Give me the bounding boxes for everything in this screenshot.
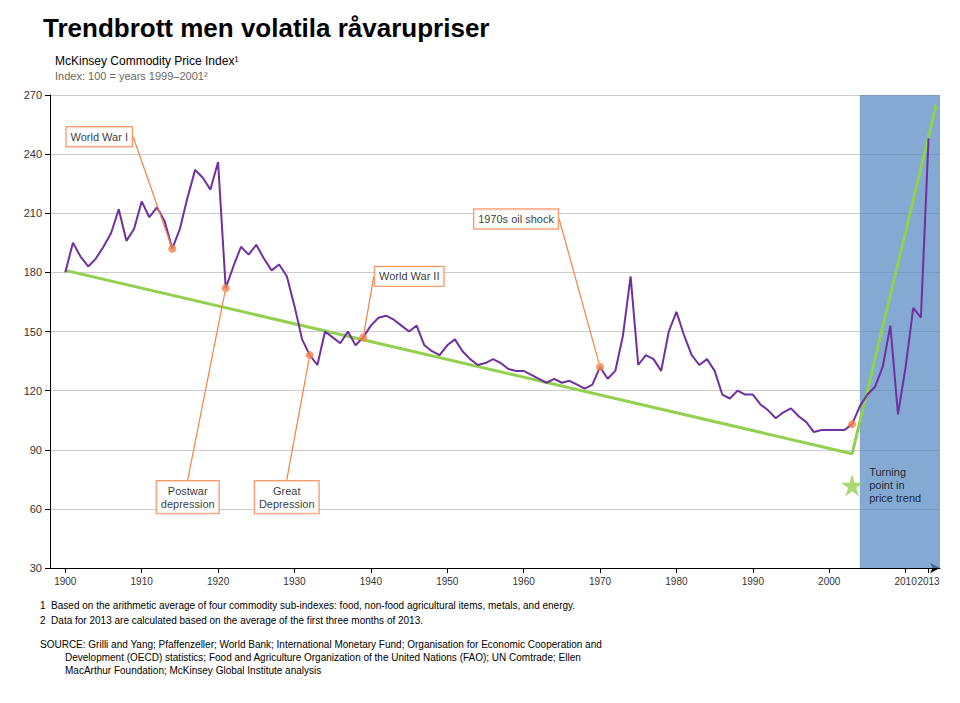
svg-text:price trend: price trend [869, 492, 921, 504]
svg-text:Trendbrott men volatila råvaru: Trendbrott men volatila råvarupriser [43, 13, 489, 43]
svg-text:Postwar: Postwar [168, 485, 208, 497]
svg-text:World War I: World War I [71, 131, 128, 143]
svg-text:120: 120 [24, 385, 42, 397]
svg-text:McKinsey Commodity Price Index: McKinsey Commodity Price Index¹ [55, 54, 238, 68]
svg-text:1990: 1990 [742, 576, 765, 587]
svg-text:2010: 2010 [894, 576, 917, 587]
svg-text:1910: 1910 [131, 576, 154, 587]
svg-text:1900: 1900 [54, 576, 77, 587]
svg-text:210: 210 [24, 207, 42, 219]
svg-text:1960: 1960 [513, 576, 536, 587]
svg-text:1970s oil shock: 1970s oil shock [478, 213, 554, 225]
svg-text:240: 240 [24, 148, 42, 160]
svg-text:1920: 1920 [207, 576, 230, 587]
svg-text:180: 180 [24, 266, 42, 278]
svg-text:SOURCE: Grilli and Yang; Pfaff: SOURCE: Grilli and Yang; Pfaffenzeller; … [40, 639, 602, 650]
svg-text:1 Based on the arithmetic ave: 1 Based on the arithmetic average of fou… [40, 600, 575, 611]
svg-text:2013: 2013 [917, 576, 940, 587]
svg-text:Turning: Turning [869, 466, 906, 478]
svg-text:60: 60 [30, 503, 42, 515]
svg-text:Index: 100 = years 1999–2001²: Index: 100 = years 1999–2001² [55, 70, 208, 82]
svg-text:1940: 1940 [360, 576, 383, 587]
svg-text:Great: Great [273, 485, 301, 497]
svg-text:1980: 1980 [665, 576, 688, 587]
svg-text:Development (OECD) statistics;: Development (OECD) statistics; Food and … [40, 652, 581, 663]
svg-text:1970: 1970 [589, 576, 612, 587]
svg-text:World War II: World War II [379, 270, 440, 282]
svg-text:MacArthur Foundation; McKinsey: MacArthur Foundation; McKinsey Global In… [40, 665, 321, 676]
svg-text:270: 270 [24, 89, 42, 101]
svg-text:150: 150 [24, 326, 42, 338]
svg-text:1930: 1930 [283, 576, 306, 587]
svg-text:Depression: Depression [259, 498, 315, 510]
svg-text:depression: depression [161, 498, 215, 510]
svg-text:1950: 1950 [436, 576, 459, 587]
svg-text:2 Data for 2013 are calculate: 2 Data for 2013 are calculated based on … [40, 615, 423, 626]
svg-text:2000: 2000 [818, 576, 841, 587]
svg-text:30: 30 [30, 562, 42, 574]
svg-text:point in: point in [869, 479, 904, 491]
svg-text:90: 90 [30, 444, 42, 456]
